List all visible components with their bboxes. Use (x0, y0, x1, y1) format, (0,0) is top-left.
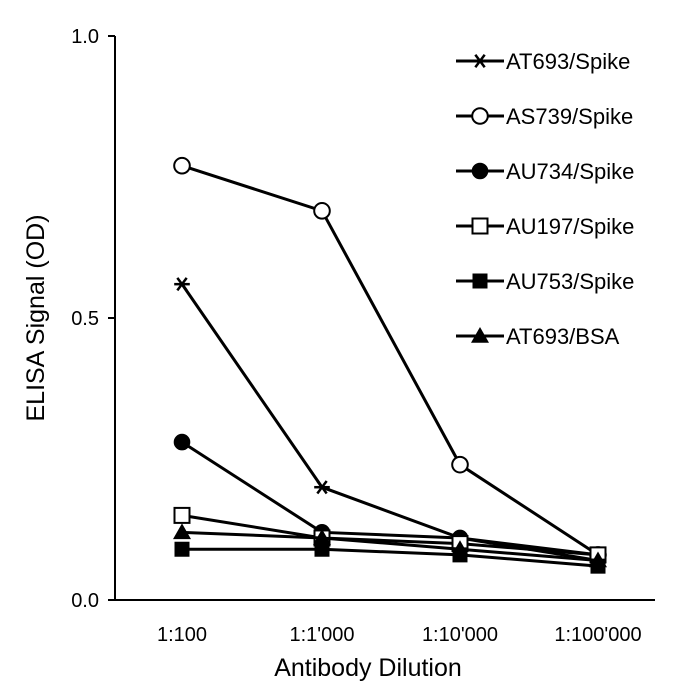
x-axis-label: Antibody Dilution (274, 654, 462, 682)
data-point (173, 156, 191, 175)
legend-marker (472, 273, 488, 289)
y-ticks: 0.0 0.5 1.0 (71, 26, 115, 612)
legend-label: AU753/Spike (506, 269, 634, 294)
legend-item: AU753/Spike (456, 269, 634, 294)
y-tick-label: 0.5 (71, 308, 99, 330)
series-line (181, 530, 599, 563)
y-tick-label: 0.0 (71, 590, 99, 612)
data-point (173, 433, 191, 451)
legend-marker (471, 162, 489, 180)
data-point (451, 540, 469, 556)
legend-item: AS739/Spike (456, 104, 633, 129)
x-tick-label: 1:10'000 (422, 624, 498, 646)
legend-label: AT693/BSA (506, 324, 620, 349)
legend-label: AS739/Spike (506, 104, 633, 129)
legend-label: AT693/Spike (506, 49, 630, 74)
series-line (182, 547, 599, 568)
x-tick-label: 1:100 (157, 624, 207, 646)
legend: AT693/Spike AS739/Spike AU734/Spike AU197/S… (456, 49, 634, 349)
data-point (451, 455, 469, 474)
data-point (589, 551, 607, 568)
y-axis-label: ELISA Signal (OD) (22, 214, 50, 421)
legend-marker (471, 217, 489, 235)
x-tick-label: 1:100'000 (554, 624, 641, 646)
data-point (173, 523, 191, 540)
series-at693-bsa (173, 523, 607, 568)
legend-label: AU734/Spike (506, 159, 634, 184)
x-tick-label: 1:1'000 (290, 624, 355, 646)
series-line (180, 283, 599, 557)
legend-label: AU197/Spike (506, 214, 634, 239)
legend-item: AU734/Spike (456, 159, 634, 184)
y-tick-label: 1.0 (71, 26, 99, 48)
series-line (181, 513, 599, 557)
series-layer (173, 156, 607, 574)
data-point (173, 506, 191, 524)
legend-marker (472, 54, 488, 68)
legend-item: AT693/Spike (456, 49, 630, 74)
data-point (314, 480, 330, 495)
series-au753-spike (174, 541, 606, 574)
x-ticks: 1:100 1:1'000 1:10'000 1:100'000 (157, 624, 642, 646)
legend-item: AU197/Spike (456, 214, 634, 239)
data-point (313, 202, 331, 220)
legend-item: AT693/BSA (456, 324, 620, 349)
data-point (314, 541, 330, 557)
data-point (174, 541, 190, 557)
series-line (181, 164, 599, 557)
data-point (313, 528, 331, 545)
legend-marker (471, 327, 489, 343)
data-point (174, 277, 190, 292)
legend-marker (471, 107, 489, 125)
